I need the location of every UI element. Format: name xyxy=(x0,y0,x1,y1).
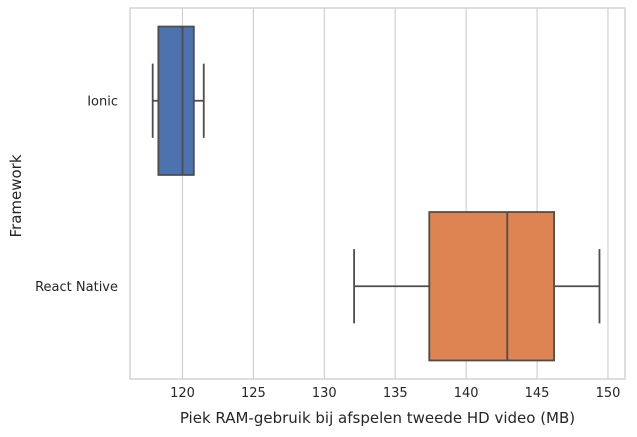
y-axis-label: Framework xyxy=(7,154,25,237)
x-tick-label-135: 135 xyxy=(383,386,408,401)
x-tick-label-140: 140 xyxy=(454,386,479,401)
gridlines xyxy=(181,8,609,379)
y-category-label-1: React Native xyxy=(35,280,118,295)
y-category-label-0: Ionic xyxy=(87,94,118,109)
x-tick-label-120: 120 xyxy=(170,386,195,401)
iqr-box xyxy=(428,211,555,362)
boxplot-boxes xyxy=(151,25,601,362)
x-tick-label-130: 130 xyxy=(312,386,337,401)
iqr-box xyxy=(157,25,195,176)
plot-frame xyxy=(129,7,626,380)
box-0 xyxy=(151,25,205,176)
x-tick-label-150: 150 xyxy=(596,386,621,401)
x-axis-label: Piek RAM-gebruik bij afspelen tweede HD … xyxy=(180,409,575,427)
box-1 xyxy=(353,211,601,362)
x-tick-label-145: 145 xyxy=(525,386,550,401)
y-category-labels: Ionic React Native xyxy=(35,94,118,295)
x-tick-labels: 120 125 130 135 140 145 150 xyxy=(170,386,620,401)
x-tick-label-125: 125 xyxy=(241,386,266,401)
